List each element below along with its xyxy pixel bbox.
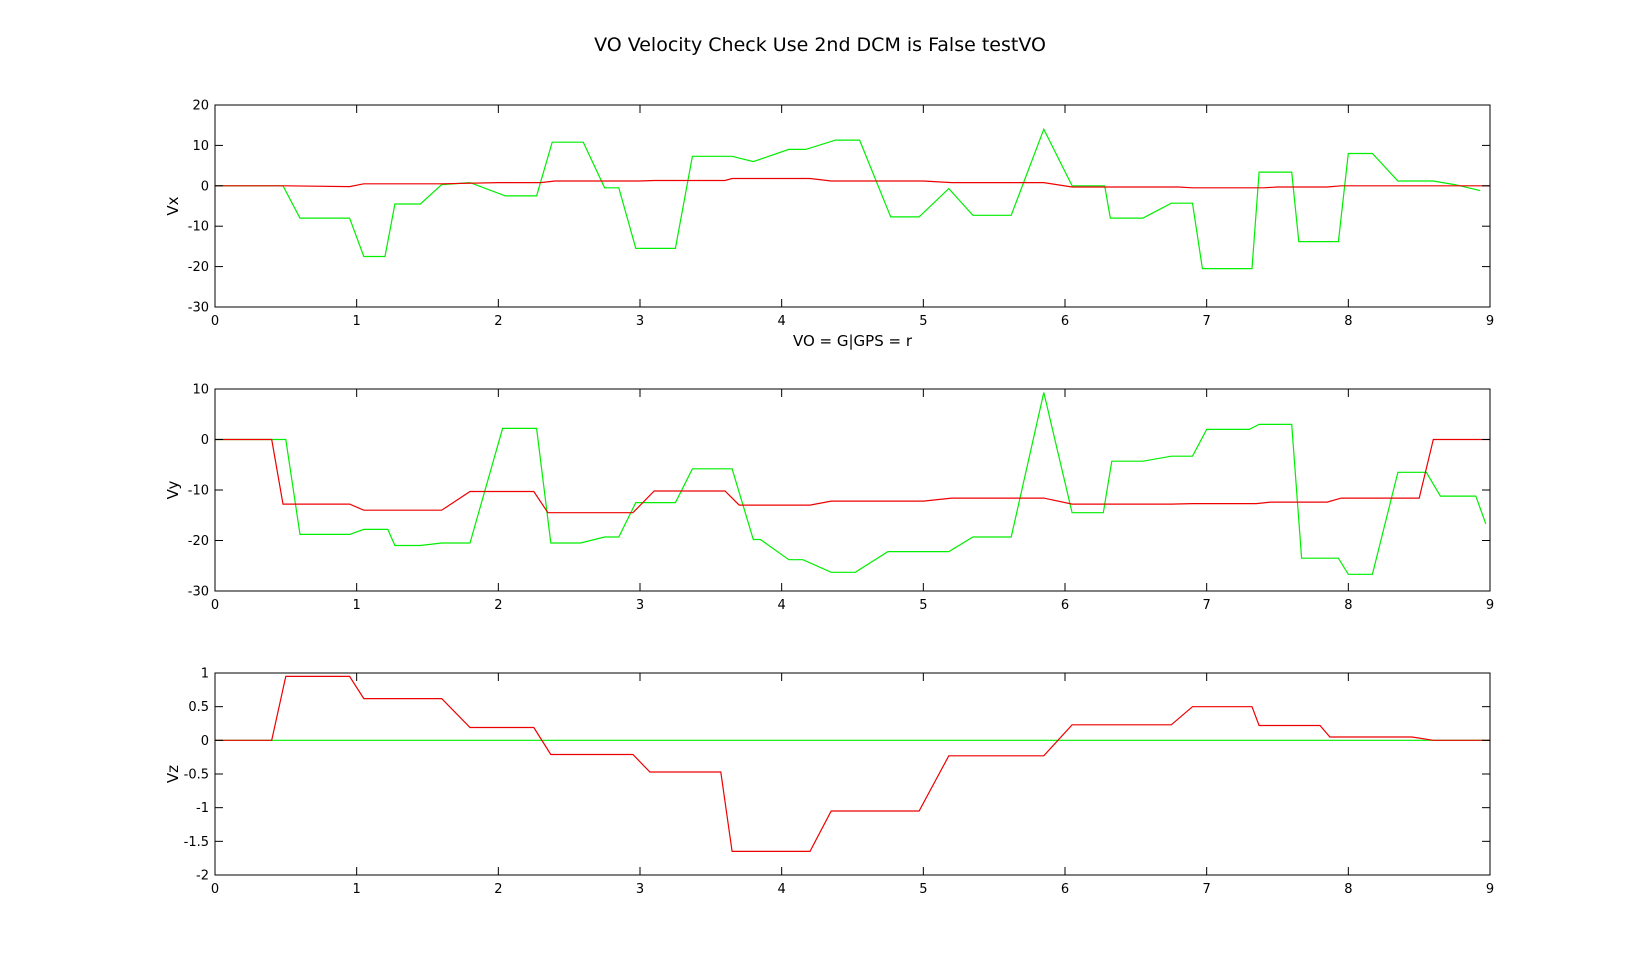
vx-axes-box: [214, 104, 1491, 308]
vz-xtick-label: 5: [919, 882, 927, 897]
vz-ytick-label: -1.5: [184, 835, 209, 850]
vx-xtick-label: 5: [919, 314, 927, 329]
vz-ytick-label: 0.5: [188, 700, 209, 715]
vy-xtick-label: 8: [1344, 598, 1352, 613]
vy-ylabel: Vy: [164, 481, 182, 500]
vy-xtick-label: 2: [494, 598, 502, 613]
vx-xtick-label: 8: [1344, 314, 1352, 329]
vz-xtick-label: 7: [1203, 882, 1211, 897]
vz-xtick-label: 0: [211, 882, 219, 897]
vx-ytick-label: 20: [192, 99, 209, 114]
vz-xtick-label: 3: [636, 882, 644, 897]
vy-xtick-label: 7: [1203, 598, 1211, 613]
vy-axes-box: [214, 388, 1491, 592]
vy-series-red-line: [215, 438, 1490, 514]
vz-ytick-label: -0.5: [184, 768, 209, 783]
vz-xtick-label: 8: [1344, 882, 1352, 897]
vx-xtick-label: 4: [778, 314, 786, 329]
vz-ytick-label: -2: [196, 869, 209, 884]
vz-ytick-label: -1: [196, 801, 209, 816]
vy-series-green-line: [215, 392, 1487, 575]
vy-ytick-label: -30: [188, 585, 209, 600]
vx-xtick-label: 9: [1486, 314, 1494, 329]
figure-title: VO Velocity Check Use 2nd DCM is False t…: [594, 34, 1046, 56]
vy-ytick-label: -10: [188, 484, 209, 499]
vy-xtick-label: 6: [1061, 598, 1069, 613]
vy-ytick-label: 0: [201, 433, 209, 448]
vx-ytick-label: -10: [188, 220, 209, 235]
vx-xtick-label: 2: [494, 314, 502, 329]
vx-ylabel: Vx: [164, 196, 182, 215]
vy-xtick-label: 1: [353, 598, 361, 613]
vx-xtick-label: 6: [1061, 314, 1069, 329]
vz-xtick-label: 1: [353, 882, 361, 897]
vy-xtick-label: 5: [919, 598, 927, 613]
vz-subplot: 0 1 2 3 4 5 6 7 8 9 -2 -1.5 -1 -0.5 0 0.5 1 Vz: [164, 667, 1494, 898]
vz-ytick-label: 0: [201, 734, 209, 749]
vx-xtick-label: 7: [1203, 314, 1211, 329]
vz-xtick-label: 2: [494, 882, 502, 897]
vz-xtick-label: 4: [778, 882, 786, 897]
vx-xtick-label: 0: [211, 314, 219, 329]
vx-ytick-label: -30: [188, 301, 209, 316]
vx-subplot: 0 1 2 3 4 5 6 7 8 9 -30 -20 -10 0 10 20 Vx VO = G|GPS = r: [164, 99, 1494, 351]
vz-axes-box: [214, 672, 1491, 876]
vy-xtick-label: 9: [1486, 598, 1494, 613]
vy-xtick-label: 4: [778, 598, 786, 613]
vx-ytick-label: 0: [201, 179, 209, 194]
vz-ylabel: Vz: [164, 765, 182, 783]
vx-ytick-label: -20: [188, 260, 209, 275]
vz-series-red-line: [215, 675, 1490, 853]
vy-ytick-label: -20: [188, 534, 209, 549]
vz-xtick-label: 9: [1486, 882, 1494, 897]
vx-xtick-label: 3: [636, 314, 644, 329]
vx-xtick-label: 1: [353, 314, 361, 329]
vy-xtick-label: 3: [636, 598, 644, 613]
vx-ytick-label: 10: [192, 139, 209, 154]
vx-xlabel: VO = G|GPS = r: [793, 332, 913, 350]
vy-xtick-label: 0: [211, 598, 219, 613]
vy-subplot: 0 1 2 3 4 5 6 7 8 9 -30 -20 -10 0 10 Vy: [164, 383, 1494, 614]
vx-series-red-line: [215, 177, 1490, 189]
vy-ytick-label: 10: [192, 383, 209, 398]
vz-xtick-label: 6: [1061, 882, 1069, 897]
vz-ytick-label: 1: [201, 667, 209, 682]
vx-series-green-line: [215, 127, 1481, 270]
